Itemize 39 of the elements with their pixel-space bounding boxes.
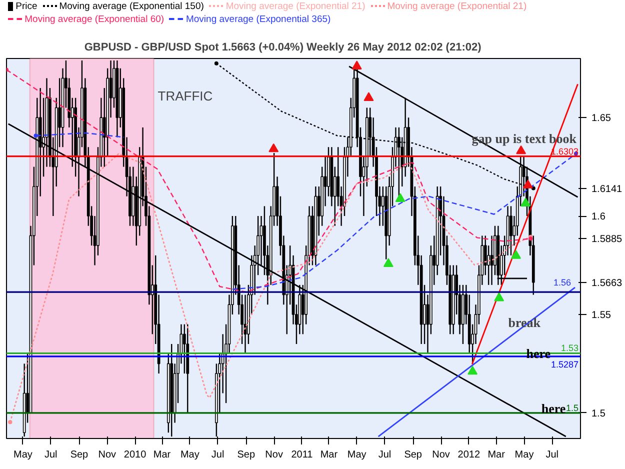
- annotation: 1.56: [553, 277, 572, 288]
- y-tick-label: 1.5663: [592, 278, 623, 289]
- ref-line-label: 1.5287: [550, 359, 579, 370]
- x-tick-label: Sep: [237, 450, 256, 460]
- x-tick-label: Nov: [98, 450, 116, 460]
- x-tick-label: 2011: [291, 450, 314, 460]
- x-tick-label: May: [180, 450, 200, 460]
- x-tick-label: May: [14, 450, 32, 460]
- y-tick-label: 1.55: [592, 310, 612, 321]
- x-tick-label: Sep: [70, 450, 89, 460]
- x-tick-label: 2010: [124, 450, 147, 460]
- legend-label: Moving average (Exponential 60): [24, 14, 164, 25]
- x-tick-label: Jul: [378, 450, 392, 460]
- y-tick-label: 1.5: [592, 408, 606, 420]
- legend-label: Moving average (Exponential 21): [387, 1, 527, 12]
- y-tick-label: 1.6141: [592, 184, 623, 195]
- y-tick-label: 1.6: [592, 212, 606, 223]
- x-tick-label: Jul: [211, 450, 224, 460]
- legend-label: Price: [16, 1, 38, 12]
- x-tick-label: Mar: [153, 450, 172, 460]
- ref-line-label: 1.5: [566, 402, 579, 413]
- x-tick-label: Mar: [320, 450, 338, 460]
- chart-title: GBPUSD - GBP/USD Spot 1.5663 (+0.04%) Weekly 26 May 2012 02:02 (21:02): [84, 42, 482, 54]
- x-tick-label: 2012: [458, 450, 480, 460]
- legend-label: Moving average (Exponential 365): [186, 14, 331, 25]
- band-label: TRAFFIC: [158, 88, 213, 104]
- x-tick-label: Jul: [44, 450, 58, 460]
- legend-label: Moving average (Exponential 21): [226, 1, 366, 12]
- x-tick-label: Nov: [265, 450, 283, 460]
- x-tick-label: Mar: [488, 450, 506, 460]
- x-tick-label: May: [514, 450, 534, 460]
- x-tick-label: Jul: [546, 450, 559, 460]
- x-tick-label: Sep: [404, 450, 422, 460]
- x-tick-label: Nov: [432, 450, 450, 460]
- y-tick-label: 1.5885: [592, 234, 623, 246]
- x-tick-label: May: [347, 450, 366, 460]
- y-tick-label: 1.65: [592, 113, 612, 124]
- legend-label: Moving average (Exponential 150): [59, 1, 204, 12]
- ref-line-label: 1.53: [560, 343, 579, 354]
